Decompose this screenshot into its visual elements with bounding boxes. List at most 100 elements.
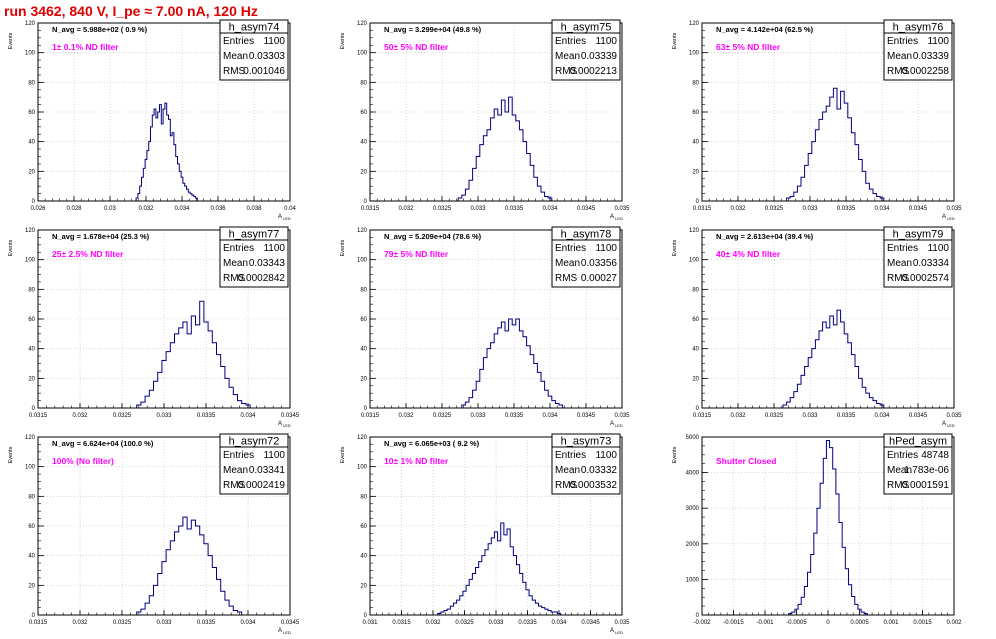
canvas-title: run 3462, 840 V, I_pe ≈ 7.00 nA, 120 Hz xyxy=(4,3,258,19)
stat-label-entries: Entries xyxy=(555,450,586,461)
x-tick-label: 0.0325 xyxy=(113,413,132,419)
stat-label-rms: RMS xyxy=(887,480,910,491)
y-tick-label: 20 xyxy=(28,583,35,589)
x-tick-label: 0.033 xyxy=(470,206,486,212)
plot-frame xyxy=(37,22,291,202)
y-tick-label: 120 xyxy=(25,435,36,441)
filter-note: 63± 5% ND filter xyxy=(716,42,781,52)
y-tick-label: 20 xyxy=(692,169,699,175)
x-tick-label: -0.0015 xyxy=(723,620,744,626)
y-tick-label: 0 xyxy=(696,199,700,205)
x-tick-label: -0.001 xyxy=(756,620,774,626)
x-tick-label: 0.032 xyxy=(72,620,88,626)
filter-note: 10± 1% ND filter xyxy=(384,456,449,466)
y-tick-label: 60 xyxy=(692,317,699,323)
y-tick-label: 0 xyxy=(32,199,36,205)
stat-label-entries: Entries xyxy=(223,450,254,461)
filter-note: Shutter Closed xyxy=(716,456,776,466)
x-tick-label: 0.0325 xyxy=(765,413,784,419)
filter-note: 100% (No filter) xyxy=(52,456,114,466)
stat-value-rms: 0.001046 xyxy=(243,66,285,77)
stat-value-entries: 1100 xyxy=(263,243,285,254)
histogram-outline xyxy=(457,96,553,201)
x-axis-title-subscript: LED xyxy=(615,423,623,428)
stats-box xyxy=(219,226,289,288)
x-axis-title-subscript: LED xyxy=(283,630,291,635)
navg-header: N_avg = 6.065e+03 ( 9.2 %) xyxy=(384,439,480,448)
y-tick-label: 80 xyxy=(692,80,699,86)
histogram-h_asym76: 0.0315 0.032 0.0325 0.033 0.0335 0.034 0.0345 0… xyxy=(672,19,962,221)
x-axis-title-subscript: LED xyxy=(283,216,291,221)
stat-label-rms: RMS xyxy=(887,273,910,284)
stat-label-entries: Entries xyxy=(555,243,586,254)
y-tick-label: 2000 xyxy=(686,542,700,548)
y-tick-label: 0 xyxy=(364,406,368,412)
histogram-h_asym75: 0.0315 0.032 0.0325 0.033 0.0335 0.034 0.0345 0… xyxy=(340,19,630,221)
y-tick-label: 120 xyxy=(357,21,368,27)
x-tick-label: 0.0315 xyxy=(361,413,380,419)
histogram-name: h_asym76 xyxy=(893,22,944,34)
stat-value-rms: 0.0002574 xyxy=(902,273,950,284)
y-tick-label: 120 xyxy=(357,435,368,441)
stat-value-mean: 0.03339 xyxy=(913,51,950,62)
stat-label-rms: RMS xyxy=(555,480,578,491)
histogram-pad-h_asym76: 0.0315 0.032 0.0325 0.033 0.0335 0.034 0.0345 0… xyxy=(664,18,996,225)
x-tick-label: 0.0345 xyxy=(581,620,600,626)
stat-value-entries: 1100 xyxy=(595,243,617,254)
stat-value-rms: 0.0002258 xyxy=(902,66,950,77)
navg-header: N_avg = 3.299e+04 (49.8 %) xyxy=(384,25,482,34)
filter-note: 1± 0.1% ND filter xyxy=(52,42,119,52)
x-tick-label: 0.033 xyxy=(802,206,818,212)
histogram-pad-h_asym73: 0.031 0.0315 0.032 0.0325 0.033 0.0335 0.034 0.… xyxy=(332,432,664,639)
x-tick-label: -0.002 xyxy=(693,620,711,626)
histogram-name: h_asym78 xyxy=(561,229,612,241)
x-axis-title: A xyxy=(942,214,946,220)
stat-value-entries: 48748 xyxy=(921,450,949,461)
x-tick-label: 0.0345 xyxy=(577,206,596,212)
x-tick-label: 0.0325 xyxy=(455,620,474,626)
plot-frame xyxy=(369,436,623,616)
stat-value-rms: 0.0002213 xyxy=(570,66,618,77)
stats-box xyxy=(551,226,621,288)
stats-box xyxy=(551,19,621,81)
x-tick-label: -0.0005 xyxy=(786,620,807,626)
histogram-outline xyxy=(788,440,868,615)
stats-box xyxy=(219,433,289,495)
x-tick-label: 0.0325 xyxy=(765,206,784,212)
x-tick-label: 0.032 xyxy=(730,206,746,212)
plot-frame xyxy=(37,436,291,616)
histogram-h_asym74: 0.026 0.028 0.03 0.032 0.034 0.036 0.038 0.04 0 2… xyxy=(8,19,296,221)
x-tick-label: 0.035 xyxy=(614,620,630,626)
histogram-outline xyxy=(782,309,885,408)
x-tick-label: 0.034 xyxy=(174,206,190,212)
x-tick-label: 0.0315 xyxy=(693,206,712,212)
x-tick-label: 0.032 xyxy=(425,620,441,626)
x-tick-label: 0.026 xyxy=(30,206,46,212)
y-tick-label: 60 xyxy=(692,110,699,116)
y-tick-label: 60 xyxy=(360,317,367,323)
histogram-name: h_asym77 xyxy=(229,229,280,241)
y-tick-label: 40 xyxy=(692,140,699,146)
y-tick-label: 120 xyxy=(25,228,36,234)
stat-label-entries: Entries xyxy=(555,36,586,47)
stat-label-mean: Mean xyxy=(555,465,580,476)
y-axis-title: Events xyxy=(672,32,678,49)
stat-value-mean: 1.783e-06 xyxy=(904,465,949,476)
x-tick-label: 0.0345 xyxy=(909,413,928,419)
x-axis-title: A xyxy=(610,214,614,220)
stat-label-rms: RMS xyxy=(887,66,910,77)
stat-label-mean: Mean xyxy=(555,51,580,62)
y-axis-title: Events xyxy=(8,446,14,463)
histogram-pad-hPed_asym: -0.002 -0.0015 -0.001 -0.0005 0 0.0005 0.001 0.… xyxy=(664,432,996,639)
x-tick-label: 0.0335 xyxy=(505,206,524,212)
navg-header: N_avg = 6.624e+04 (100.0 %) xyxy=(52,439,154,448)
stat-label-rms: RMS xyxy=(223,480,246,491)
x-tick-label: 0.032 xyxy=(730,413,746,419)
stat-value-rms: 0.0001591 xyxy=(902,480,950,491)
histogram-name: h_asym75 xyxy=(561,22,612,34)
y-axis-title: Events xyxy=(340,239,346,256)
histogram-hPed_asym: -0.002 -0.0015 -0.001 -0.0005 0 0.0005 0.001 0.… xyxy=(672,433,962,626)
stats-box xyxy=(883,19,953,81)
x-tick-label: 0.0335 xyxy=(837,413,856,419)
x-tick-label: 0.036 xyxy=(210,206,226,212)
